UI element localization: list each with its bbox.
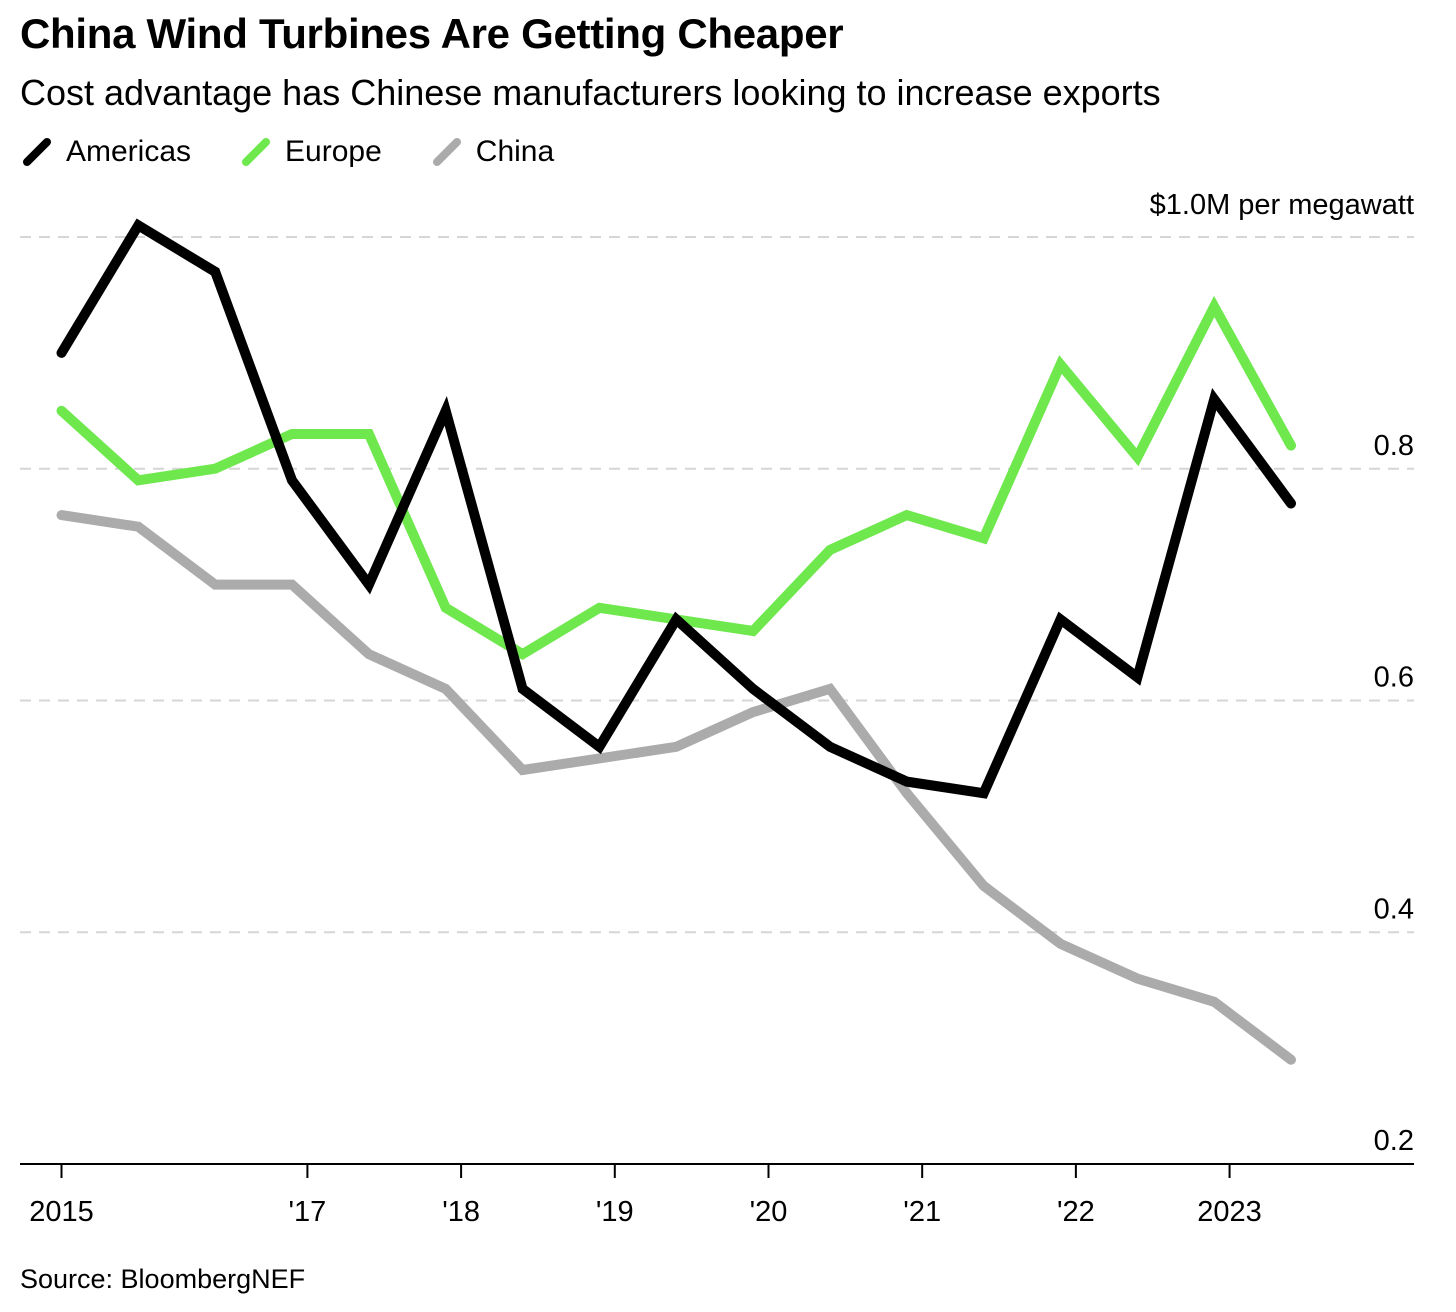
legend-label-china: China — [475, 135, 555, 168]
legend-swatch-china — [432, 138, 461, 166]
series-layer — [56, 218, 1296, 1065]
y-tick-label: 0.4 — [1374, 893, 1414, 925]
x-tick-label: '21 — [903, 1196, 941, 1228]
legend-swatch-europe — [242, 138, 271, 166]
legend-item-china: China — [432, 135, 554, 169]
x-tick-label: 2015 — [29, 1196, 94, 1228]
legend: Americas Europe China — [22, 132, 554, 172]
series-line-china — [56, 510, 1296, 1065]
axis-layer: 0.2 0.4 0.6 0.8 2015 '17 '18 '19 '20 '21 '22 2023 — [20, 430, 1414, 1228]
x-tick-label: '18 — [442, 1196, 480, 1228]
series-line-americas — [56, 218, 1296, 799]
legend-swatch-americas — [23, 138, 51, 166]
legend-label-europe: Europe — [285, 135, 382, 168]
y-axis-unit-label: $1.0M per megawatt — [1150, 189, 1414, 221]
y-tick-label: 0.2 — [1374, 1125, 1414, 1157]
x-tick-label: 2023 — [1197, 1196, 1262, 1228]
x-tick-label: '20 — [750, 1196, 788, 1228]
y-tick-label: 0.6 — [1374, 662, 1414, 694]
chart-title: China Wind Turbines Are Getting Cheaper — [20, 10, 844, 57]
x-tick-label: '19 — [596, 1196, 634, 1228]
x-tick-label: '22 — [1057, 1196, 1095, 1228]
grid-layer — [20, 236, 1414, 934]
legend-label-americas: Americas — [66, 135, 192, 168]
y-tick-label: 0.8 — [1374, 430, 1414, 462]
legend-item-americas: Americas — [22, 135, 191, 169]
chart-subtitle: Cost advantage has Chinese manufacturers… — [20, 72, 1161, 113]
x-tick-label: '17 — [289, 1196, 327, 1228]
source-note: Source: BloombergNEF — [20, 1264, 306, 1294]
legend-item-europe: Europe — [241, 135, 382, 169]
